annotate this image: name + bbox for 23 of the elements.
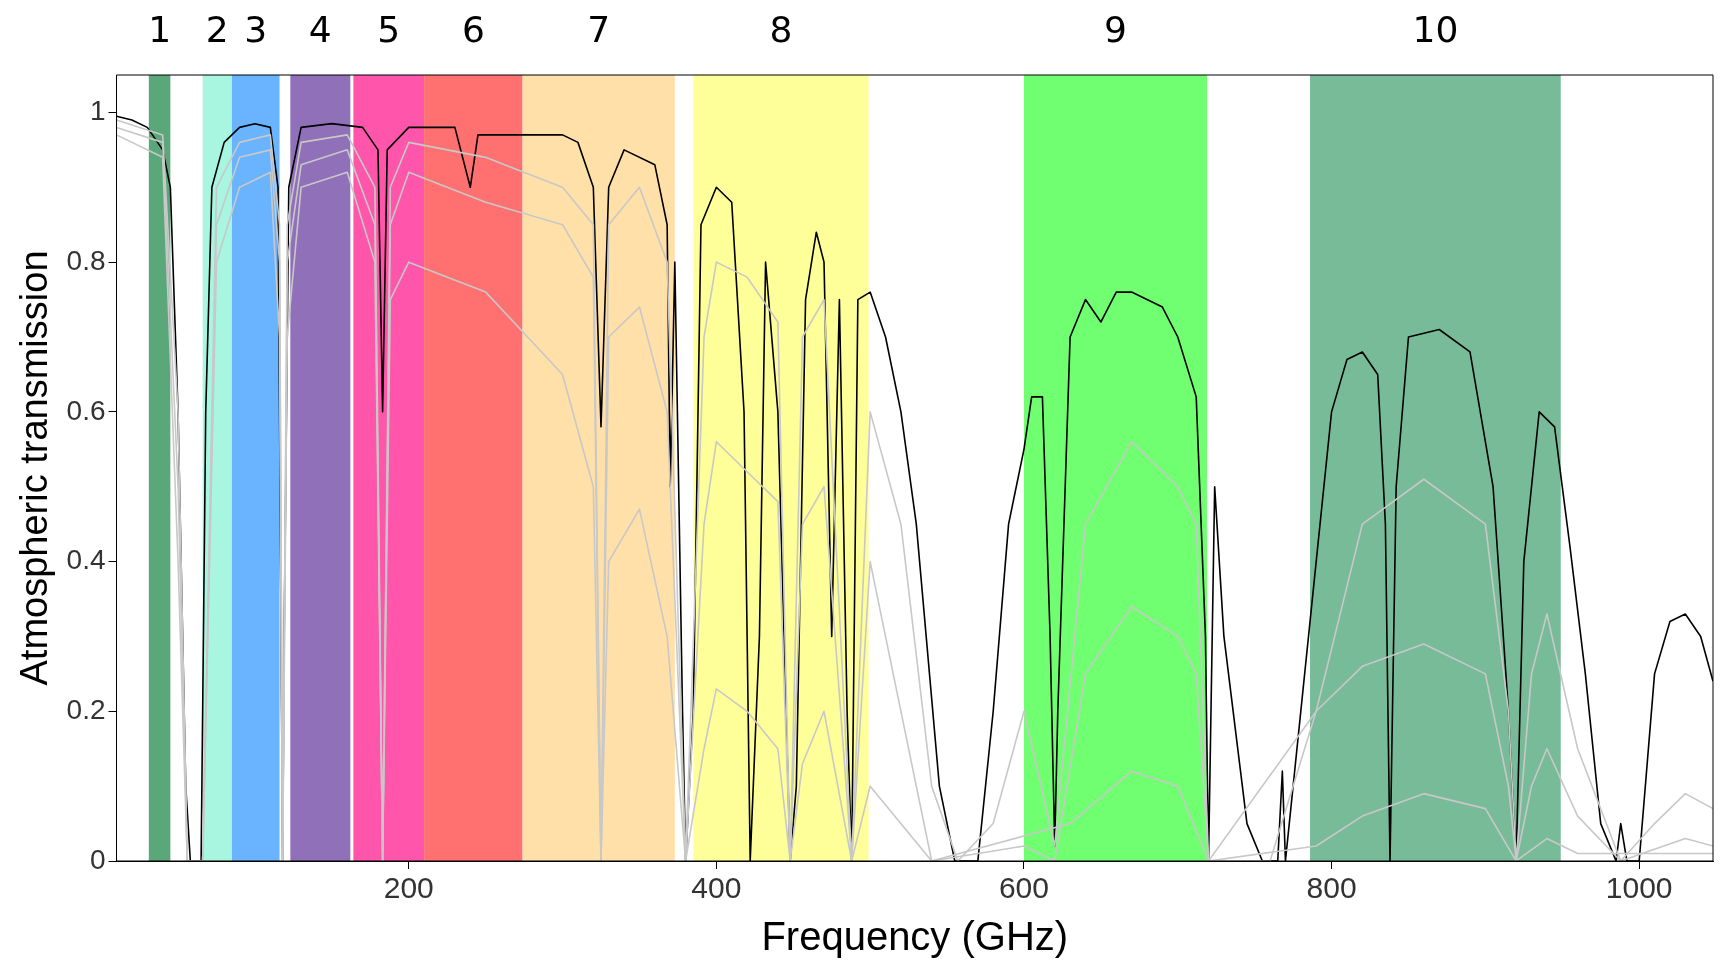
x-tick-label: 800 bbox=[1306, 871, 1357, 905]
band-label: 4 bbox=[308, 9, 332, 51]
y-axis-title: Atmospheric transmission bbox=[13, 250, 56, 686]
band-label: 8 bbox=[769, 9, 793, 51]
band-label: 6 bbox=[461, 9, 485, 51]
x-tick-label: 200 bbox=[383, 871, 434, 905]
band-label: 9 bbox=[1104, 9, 1127, 51]
y-tick-label: 0.4 bbox=[66, 544, 106, 576]
y-tick-label: 0 bbox=[89, 843, 106, 875]
band-label: 5 bbox=[377, 9, 401, 51]
y-tick-label: 0.2 bbox=[66, 694, 106, 725]
band-label: 10 bbox=[1412, 9, 1459, 51]
y-tick-label: 0.8 bbox=[66, 244, 106, 276]
band-label: 2 bbox=[205, 9, 229, 51]
band-label: 1 bbox=[148, 9, 172, 51]
band-label: 3 bbox=[244, 9, 268, 51]
y-tick-label: 1 bbox=[89, 95, 106, 127]
x-tick-label: 600 bbox=[998, 871, 1049, 905]
x-tick-label: 1000 bbox=[1605, 871, 1673, 905]
y-tick-label: 0.6 bbox=[66, 394, 106, 426]
x-axis-title: Frequency (GHz) bbox=[761, 914, 1069, 959]
x-tick-label: 400 bbox=[691, 871, 742, 905]
band-label: 7 bbox=[587, 9, 611, 51]
